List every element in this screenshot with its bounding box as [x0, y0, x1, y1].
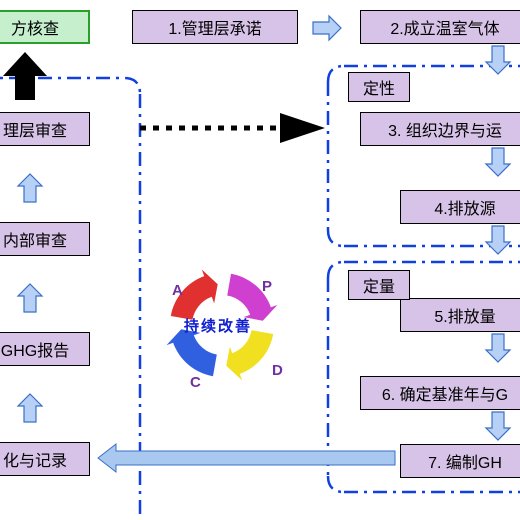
box-ghg: GHG报告 [0, 332, 90, 366]
label-qual: 定性 [348, 72, 410, 102]
arrow-down-icon [486, 412, 510, 440]
arrow-up-icon [18, 174, 42, 202]
big-up-arrow-icon [3, 52, 47, 100]
box-internal: 内部审查 [0, 222, 90, 256]
arrow-down-icon [486, 226, 510, 254]
arrow-down-icon [486, 46, 510, 74]
box-b2: 2.成立温室气体 [360, 10, 520, 44]
label-quant: 定量 [348, 270, 410, 300]
box-docrec: 化与记录 [0, 442, 90, 476]
pdca-center-text: 持续改善 [184, 315, 252, 336]
box-b7: 7. 编制GH [400, 444, 520, 478]
arrow-up-icon [18, 284, 42, 312]
arrow-right-icon [313, 16, 341, 40]
pdca-arc-icon [167, 329, 217, 376]
box-review: 理层审查 [0, 112, 90, 146]
box-b5: 5.排放量 [400, 298, 520, 332]
pdca-letter-C: C [190, 374, 201, 391]
box-b1: 1.管理层承诺 [132, 10, 298, 44]
arrow-up-icon [18, 394, 42, 422]
pdca-arc-icon [226, 330, 273, 380]
arrow-down-icon [486, 148, 510, 176]
box-b4: 4.排放源 [400, 190, 520, 224]
pdca-letter-D: D [272, 362, 283, 379]
box-verify: 方核查 [0, 10, 90, 44]
arrow-down-icon [486, 334, 510, 362]
long-left-arrow-icon [98, 444, 395, 472]
pdca-letter-P: P [262, 278, 272, 295]
box-b3: 3. 组织边界与运 [360, 112, 520, 146]
pdca-letter-A: A [172, 282, 183, 299]
box-b6: 6. 确定基准年与G [360, 376, 520, 410]
